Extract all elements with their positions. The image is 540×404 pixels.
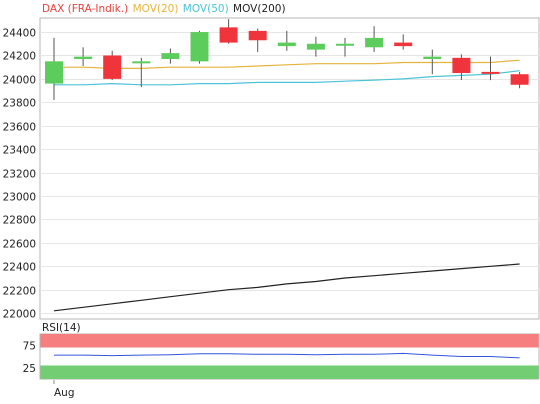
legend-dax: DAX (FRA-Indik.) (42, 3, 128, 15)
rsi-title: RSI(14) (42, 322, 81, 334)
y-tick-label: 22600 (3, 239, 36, 251)
candle (510, 71, 529, 89)
candle-body (74, 56, 93, 59)
candle (481, 56, 500, 81)
candle-body (365, 37, 384, 48)
candle (277, 30, 296, 51)
chart-legend: DAX (FRA-Indik.) MOV(20) MOV(50) MOV(200… (42, 3, 286, 15)
candle (103, 50, 122, 81)
mov20-line (54, 59, 520, 70)
legend-mov20: MOV(20) (133, 3, 179, 15)
candle-body (452, 57, 471, 74)
candle (336, 37, 354, 57)
candle-body (423, 56, 442, 59)
candle-body (481, 71, 500, 74)
y-tick-label: 24400 (3, 28, 36, 40)
candle (45, 37, 63, 100)
candle (394, 34, 413, 50)
candle (306, 36, 325, 57)
candle (219, 19, 238, 44)
candle-body (336, 43, 354, 46)
legend-text: DAX (FRA-Indik.) MOV(20) MOV(50) MOV(200… (42, 3, 286, 15)
candle (161, 48, 180, 64)
price-axis: 22000 22200 22400 22600 22800 23000 23200 23400… (3, 28, 36, 321)
mov50-line (54, 70, 520, 86)
mov200-line (53, 263, 520, 312)
legend-mov200: MOV(200) (233, 3, 286, 15)
time-axis: Aug (53, 380, 75, 399)
y-tick-label: 24200 (3, 51, 36, 63)
candle (423, 49, 442, 75)
candle-body (161, 53, 180, 59)
y-tick-label: 23800 (3, 98, 36, 110)
main-chart-grid (40, 32, 539, 314)
candle (74, 47, 93, 67)
y-tick-label: 22000 (3, 309, 36, 321)
candle-body (277, 42, 296, 47)
candle-body (394, 42, 413, 47)
rsi-oversold-band (40, 365, 539, 379)
candlesticks (45, 19, 529, 100)
candle-body (103, 55, 122, 79)
legend-mov50: MOV(50) (183, 3, 229, 15)
y-tick-label: 23200 (3, 169, 36, 181)
candle (452, 54, 471, 81)
y-tick-label: 23000 (3, 192, 36, 204)
candle-body (219, 27, 238, 43)
candle-body (248, 30, 267, 41)
candle-body (132, 61, 151, 64)
y-tick-label: 22800 (3, 215, 36, 227)
candle-body (190, 32, 209, 62)
rsi-overbought-band (40, 334, 539, 348)
rsi-line (54, 352, 520, 359)
moving-average-lines (53, 59, 520, 312)
rsi-tick-label: 75 (23, 340, 36, 352)
y-tick-label: 23600 (3, 122, 36, 134)
candle-body (510, 74, 529, 85)
y-tick-label: 22400 (3, 262, 36, 274)
candle (132, 57, 151, 88)
y-tick-label: 24000 (3, 75, 36, 87)
candle-body (306, 43, 325, 50)
candle (365, 26, 384, 52)
x-tick-label: Aug (54, 387, 75, 399)
candle (248, 28, 267, 52)
candle-body (45, 61, 63, 84)
y-tick-label: 23400 (3, 145, 36, 157)
rsi-tick-label: 25 (23, 363, 36, 375)
y-tick-label: 22200 (3, 286, 36, 298)
candle (190, 30, 209, 64)
rsi-panel: 25 75 (23, 333, 540, 380)
